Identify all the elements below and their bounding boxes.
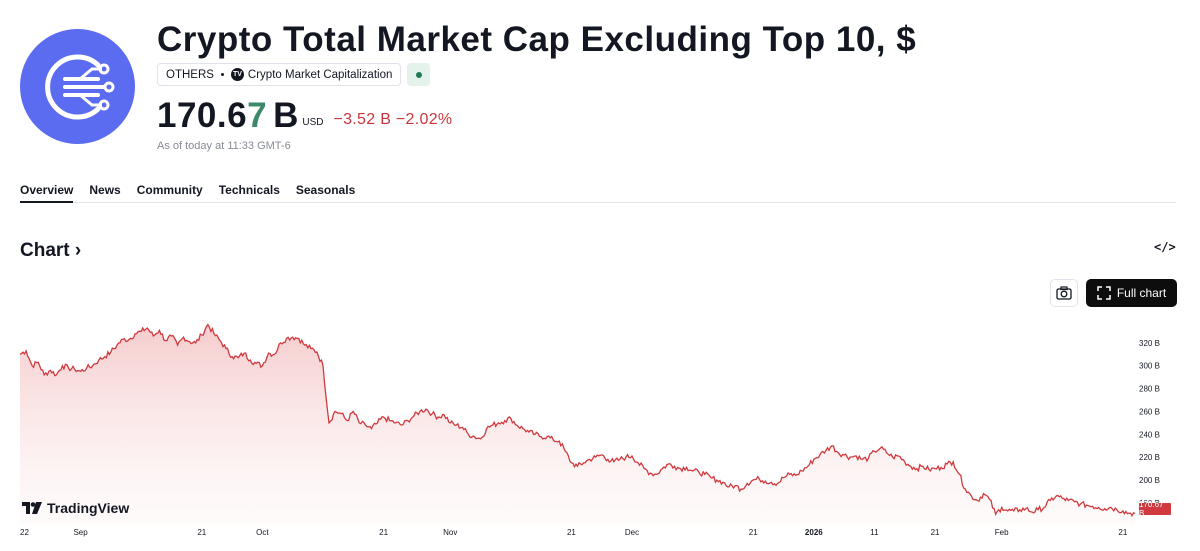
price-block: 170.67 B USD −3.52 B −2.02% [157, 96, 452, 136]
market-status-badge[interactable] [407, 63, 431, 86]
x-tick-label: 21 [379, 528, 388, 537]
fullscreen-icon [1097, 286, 1111, 300]
x-tick-label: Dec [625, 528, 639, 537]
chart-section-heading[interactable]: Chart › [20, 240, 82, 261]
separator-dot [220, 73, 224, 76]
last-price-tag: 170.67 B [1139, 500, 1171, 518]
x-tick-label: Nov [443, 528, 457, 537]
embed-code-icon[interactable]: </> [1154, 240, 1176, 254]
y-tick-label: 260 B [1139, 407, 1160, 416]
price-currency: USD [302, 117, 324, 128]
camera-icon [1056, 286, 1072, 300]
as-of-timestamp: As of today at 11:33 GMT-6 [157, 140, 291, 152]
snapshot-button[interactable] [1050, 279, 1078, 307]
symbol-logo [20, 29, 135, 144]
y-tick-label: 220 B [1139, 453, 1160, 462]
x-tick-label: Sep [73, 528, 88, 537]
x-tick-label: Oct [256, 528, 269, 537]
chart-area-fill [20, 324, 1135, 525]
y-tick-label: 200 B [1139, 476, 1160, 485]
x-tick-label: Feb [995, 528, 1009, 537]
x-tick-label: 22 [20, 528, 29, 537]
y-tick-label: 240 B [1139, 430, 1160, 439]
x-tick-label: 21 [931, 528, 940, 537]
x-tick-label: 21 [749, 528, 758, 537]
tradingview-wordmark: TradingView [47, 500, 130, 516]
page-title: Crypto Total Market Cap Excluding Top 10… [157, 20, 917, 59]
tab-overview[interactable]: Overview [20, 183, 74, 203]
status-dot-icon [415, 71, 422, 78]
price-value: 170.67 [157, 96, 267, 136]
tradingview-logo-icon [22, 502, 42, 514]
symbol-code: OTHERS [166, 68, 214, 81]
full-chart-label: Full chart [1116, 286, 1167, 300]
price-change: −3.52 B −2.02% [333, 111, 453, 128]
exchange-name: Crypto Market Capitalization [247, 68, 393, 81]
symbol-chip[interactable]: OTHERS TV Crypto Market Capitalization [157, 63, 402, 86]
price-last-digit: 7 [247, 96, 268, 135]
exchange-icon: TV [230, 68, 244, 81]
x-tick-label: 11 [870, 528, 879, 537]
symbol-chips: OTHERS TV Crypto Market Capitalization [157, 63, 431, 86]
x-tick-label: 2026 [805, 528, 823, 537]
x-tick-label: 21 [1118, 528, 1127, 537]
y-tick-label: 280 B [1139, 385, 1160, 394]
tab-bar: Overview News Community Technicals Seaso… [20, 183, 1176, 203]
tab-seasonals[interactable]: Seasonals [295, 183, 356, 197]
network-globe-icon [45, 54, 115, 120]
full-chart-button[interactable]: Full chart [1086, 279, 1177, 307]
y-tick-label: 300 B [1139, 362, 1160, 371]
tab-community[interactable]: Community [136, 183, 203, 197]
chart-price-line [19, 323, 1136, 518]
y-tick-label: 320 B [1139, 339, 1160, 348]
price-unit: B [273, 96, 299, 135]
price-prefix: 170.6 [157, 96, 248, 135]
x-tick-label: 21 [197, 528, 206, 537]
tradingview-watermark[interactable]: TradingView [22, 500, 129, 516]
x-axis: 22 Sep 21 Oct 21 Nov 21 Dec 21 2026 11 21 Feb 21 [20, 528, 1128, 537]
tab-technicals[interactable]: Technicals [218, 183, 280, 197]
tab-news[interactable]: News [89, 183, 121, 197]
x-tick-label: 21 [567, 528, 576, 537]
